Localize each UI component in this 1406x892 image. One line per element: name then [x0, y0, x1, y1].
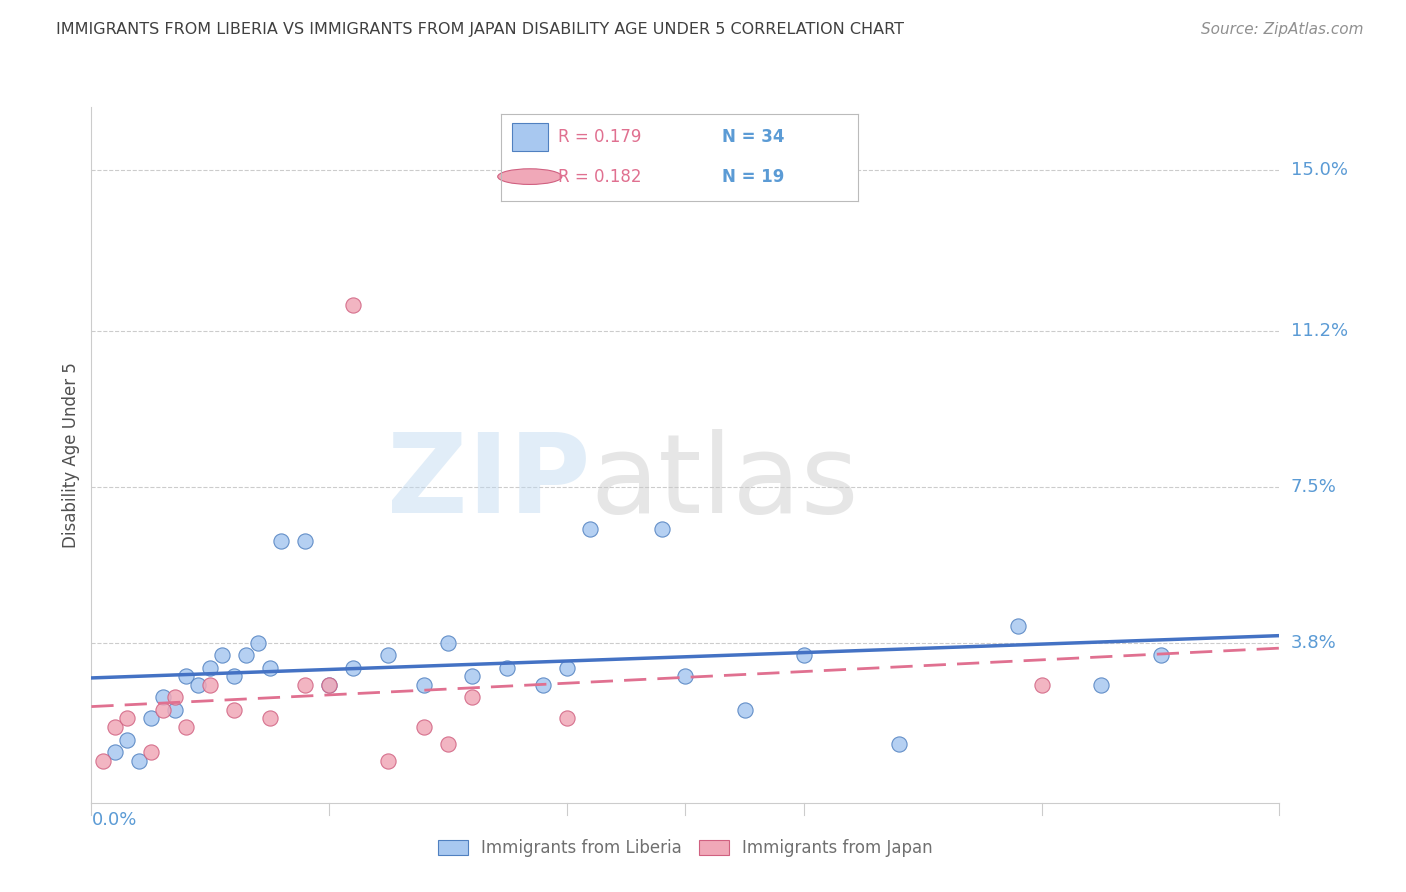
- Point: [211, 648, 233, 663]
- Point: [139, 711, 162, 725]
- Point: [460, 690, 482, 705]
- Point: [555, 711, 578, 725]
- Point: [436, 635, 458, 649]
- Text: atlas: atlas: [591, 429, 859, 536]
- Point: [294, 534, 316, 549]
- Point: [1090, 678, 1112, 692]
- Point: [1007, 618, 1029, 632]
- Text: ZIP: ZIP: [387, 429, 591, 536]
- Point: [176, 720, 198, 734]
- Point: [555, 661, 578, 675]
- Text: 7.5%: 7.5%: [1291, 477, 1337, 496]
- Text: 0.0%: 0.0%: [91, 811, 136, 830]
- Point: [413, 720, 436, 734]
- Point: [259, 711, 281, 725]
- Point: [673, 669, 696, 683]
- Point: [318, 678, 340, 692]
- Y-axis label: Disability Age Under 5: Disability Age Under 5: [62, 362, 80, 548]
- Point: [163, 703, 186, 717]
- Point: [235, 648, 257, 663]
- Text: 11.2%: 11.2%: [1291, 321, 1348, 340]
- Point: [115, 732, 138, 747]
- Point: [377, 754, 399, 768]
- Point: [128, 754, 150, 768]
- Point: [200, 678, 222, 692]
- Point: [734, 703, 756, 717]
- Point: [222, 669, 245, 683]
- Point: [104, 745, 127, 759]
- Point: [793, 648, 815, 663]
- Point: [104, 720, 127, 734]
- Text: Source: ZipAtlas.com: Source: ZipAtlas.com: [1201, 22, 1364, 37]
- Point: [436, 737, 458, 751]
- Point: [889, 737, 911, 751]
- Point: [115, 711, 138, 725]
- Point: [342, 661, 364, 675]
- Point: [413, 678, 436, 692]
- Point: [651, 522, 673, 536]
- Point: [200, 661, 222, 675]
- Point: [259, 661, 281, 675]
- Text: IMMIGRANTS FROM LIBERIA VS IMMIGRANTS FROM JAPAN DISABILITY AGE UNDER 5 CORRELAT: IMMIGRANTS FROM LIBERIA VS IMMIGRANTS FR…: [56, 22, 904, 37]
- Point: [294, 678, 316, 692]
- Point: [152, 703, 174, 717]
- Legend: Immigrants from Liberia, Immigrants from Japan: Immigrants from Liberia, Immigrants from…: [432, 833, 939, 864]
- Point: [531, 678, 554, 692]
- Point: [222, 703, 245, 717]
- Text: 3.8%: 3.8%: [1291, 633, 1336, 651]
- Point: [342, 298, 364, 312]
- Point: [460, 669, 482, 683]
- Point: [163, 690, 186, 705]
- Point: [318, 678, 340, 692]
- Point: [1031, 678, 1053, 692]
- Point: [270, 534, 292, 549]
- Point: [152, 690, 174, 705]
- Text: 15.0%: 15.0%: [1291, 161, 1347, 179]
- Point: [139, 745, 162, 759]
- Point: [496, 661, 519, 675]
- Point: [579, 522, 602, 536]
- Point: [1149, 648, 1171, 663]
- Point: [187, 678, 209, 692]
- Point: [176, 669, 198, 683]
- Point: [91, 754, 114, 768]
- Point: [377, 648, 399, 663]
- Point: [246, 635, 269, 649]
